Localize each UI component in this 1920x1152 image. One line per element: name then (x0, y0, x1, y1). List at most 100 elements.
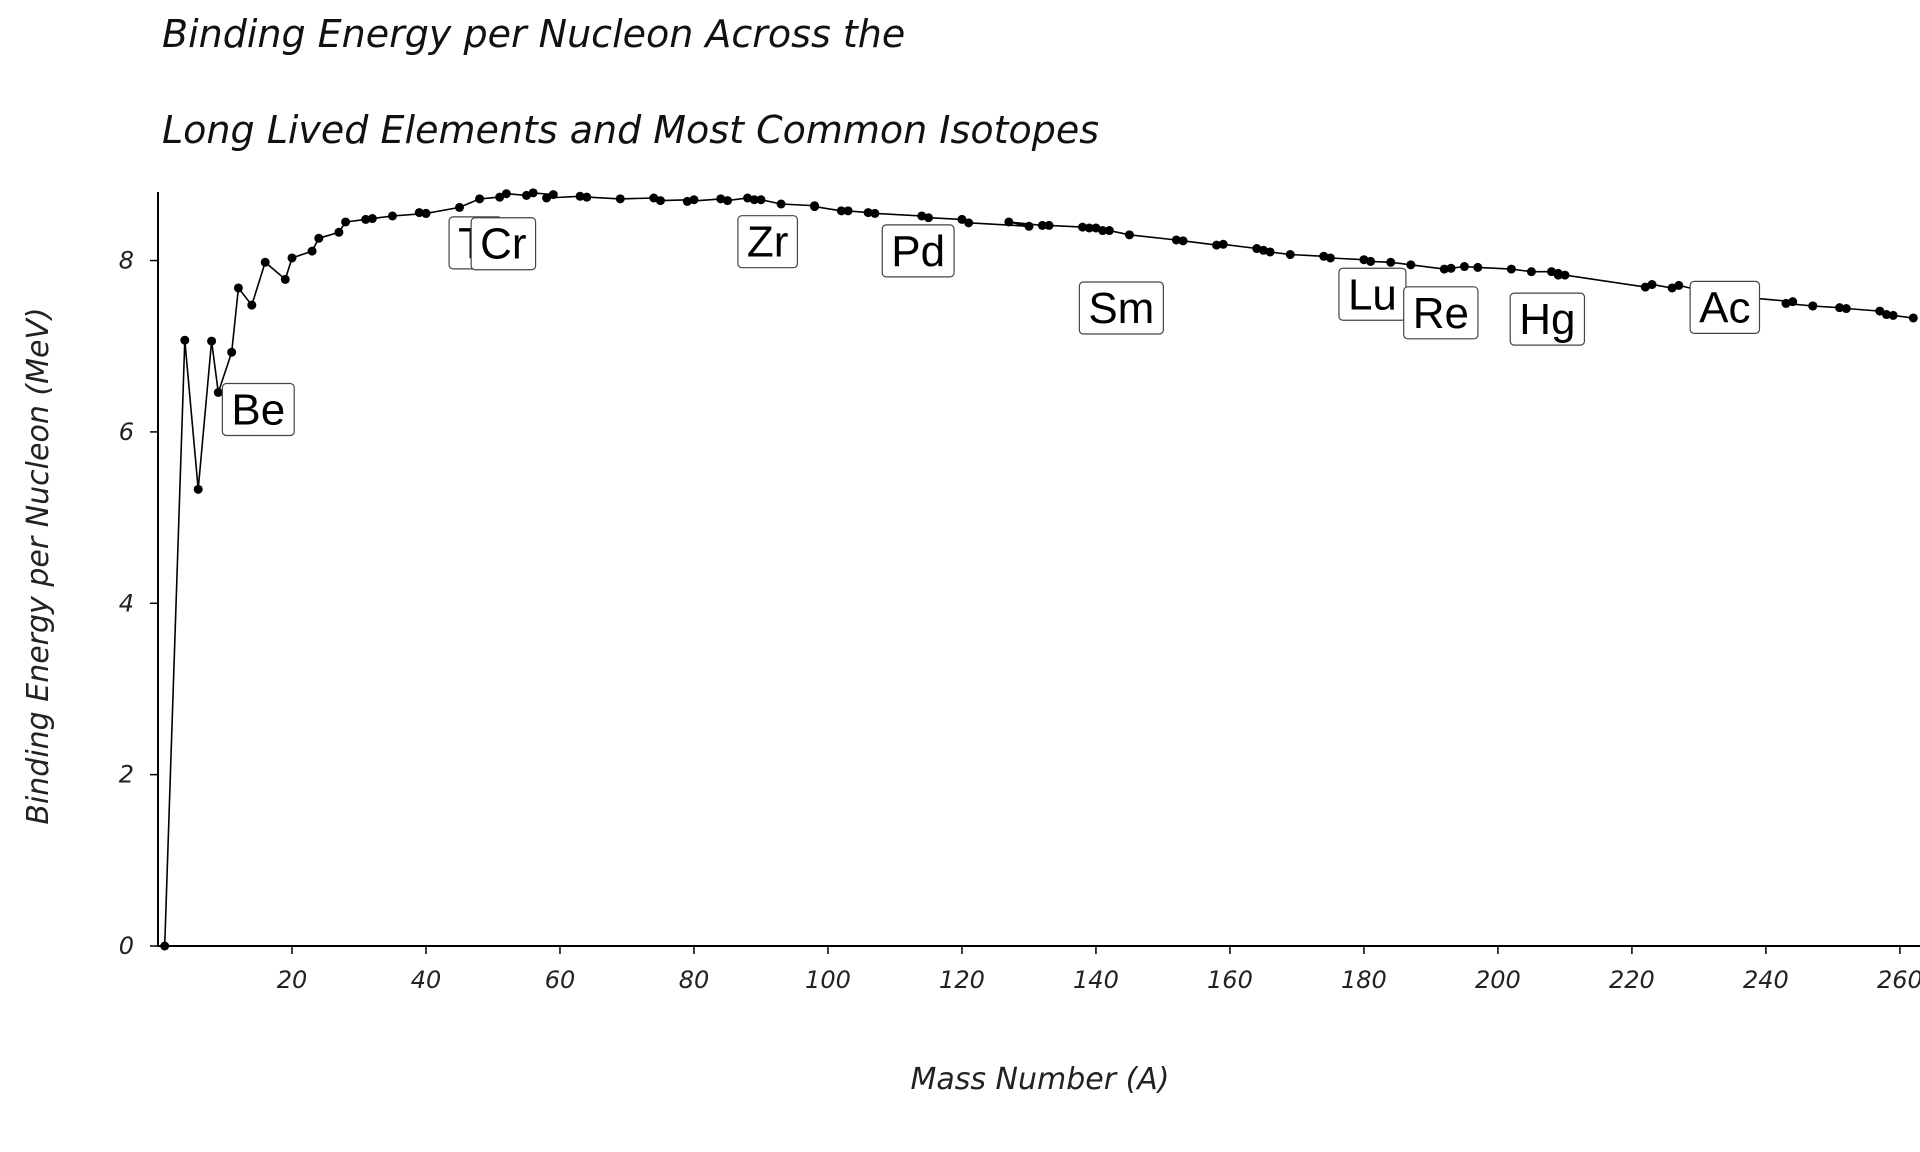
data-point (334, 227, 344, 237)
x-tick-label: 100 (805, 966, 851, 994)
data-point (387, 211, 397, 221)
data-point (307, 246, 317, 256)
data-point (227, 347, 237, 357)
data-point (287, 253, 297, 263)
data-point (682, 196, 692, 206)
data-point (475, 194, 485, 204)
data-point (361, 214, 371, 224)
data-point (1285, 250, 1295, 260)
element-label-box (221, 382, 295, 437)
axes (157, 192, 1920, 947)
data-point (1265, 247, 1275, 257)
data-point (582, 192, 592, 202)
y-tick-label: 6 (119, 418, 134, 446)
data-point (1178, 236, 1188, 246)
element-label-text: Pd (891, 227, 945, 276)
data-point (207, 336, 217, 346)
data-point (233, 283, 243, 293)
data-point (1366, 256, 1376, 266)
data-point (1406, 260, 1416, 270)
data-point (1171, 235, 1181, 245)
data-point (1446, 263, 1456, 273)
y-tick-label: 4 (119, 589, 134, 617)
data-point (923, 213, 933, 223)
element-label-lu: Lu (1338, 267, 1407, 321)
chart-title-line-2: Long Lived Elements and Most Common Isot… (162, 108, 1100, 152)
data-point (756, 195, 766, 205)
data-point (1004, 217, 1014, 227)
x-tick-label: 260 (1877, 966, 1920, 994)
element-label-text: Be (231, 385, 285, 434)
data-point (180, 335, 190, 345)
data-point (1386, 257, 1396, 267)
data-point (964, 218, 974, 228)
data-point (1908, 313, 1918, 323)
data-point (1506, 264, 1516, 274)
data-point (1218, 239, 1228, 249)
data-point (1875, 306, 1885, 316)
data-point (1078, 222, 1088, 232)
data-point (749, 195, 759, 205)
data-point (314, 233, 324, 243)
series-line (163, 192, 1914, 947)
data-point (957, 214, 967, 224)
element-label-box (1403, 286, 1479, 340)
y-tick-label: 2 (119, 761, 134, 789)
data-point (1044, 220, 1054, 230)
element-label-re: Re (1403, 286, 1479, 340)
y-axis-title: Binding Energy per Nucleon (MeV) (21, 307, 56, 824)
element-label-text: Re (1413, 289, 1469, 338)
data-point (1674, 280, 1684, 290)
data-point (548, 190, 558, 200)
element-label-text: Cr (480, 220, 526, 269)
data-point (810, 202, 820, 212)
data-point (1212, 240, 1222, 250)
element-label-cr: Cr (470, 217, 537, 271)
element-label-sm: Sm (1078, 281, 1164, 335)
y-tick-label: 8 (119, 247, 134, 275)
x-tick-label: 80 (679, 966, 710, 994)
x-tick-label: 120 (939, 966, 985, 994)
data-point (421, 208, 431, 218)
element-label-box (881, 224, 955, 278)
element-label-text: Lu (1348, 270, 1397, 319)
x-axis-title: Mass Number (A) (910, 1062, 1169, 1097)
x-tick-label: 40 (411, 966, 442, 994)
element-label-box (1078, 281, 1164, 335)
element-label-ac: Ac (1689, 280, 1761, 334)
data-point (776, 199, 786, 209)
data-point (160, 941, 170, 951)
data-point (1526, 267, 1536, 277)
data-point (1647, 280, 1657, 290)
data-point (260, 257, 270, 267)
data-point (280, 274, 290, 284)
data-point (1084, 223, 1094, 233)
y-tick-label: 0 (119, 932, 134, 960)
data-point (1439, 264, 1449, 274)
data-point (454, 202, 464, 212)
y-axis-ticks: 0 2 4 6 8 (119, 247, 158, 960)
data-point (495, 192, 505, 202)
series-group (160, 188, 1918, 951)
data-point (1560, 270, 1570, 280)
element-label-pd: Pd (881, 224, 955, 278)
data-point (247, 300, 257, 310)
x-tick-label: 240 (1743, 966, 1789, 994)
data-point (542, 193, 552, 203)
data-point (1781, 298, 1791, 308)
x-tick-label: 200 (1475, 966, 1521, 994)
element-label-text: Hg (1519, 295, 1575, 344)
data-point (1888, 310, 1898, 320)
element-label-text: Sm (1088, 284, 1154, 333)
data-point (1553, 270, 1563, 280)
element-label-box (1689, 280, 1761, 334)
element-label-text: Ac (1699, 283, 1750, 332)
data-point (1325, 253, 1335, 263)
data-point (1835, 303, 1845, 313)
data-point (1098, 226, 1108, 236)
element-labels: BeTiCrZrPdSmLuReHgAc (221, 215, 1761, 437)
data-point (1124, 230, 1134, 240)
data-point (1037, 220, 1047, 230)
x-tick-label: 60 (545, 966, 576, 994)
